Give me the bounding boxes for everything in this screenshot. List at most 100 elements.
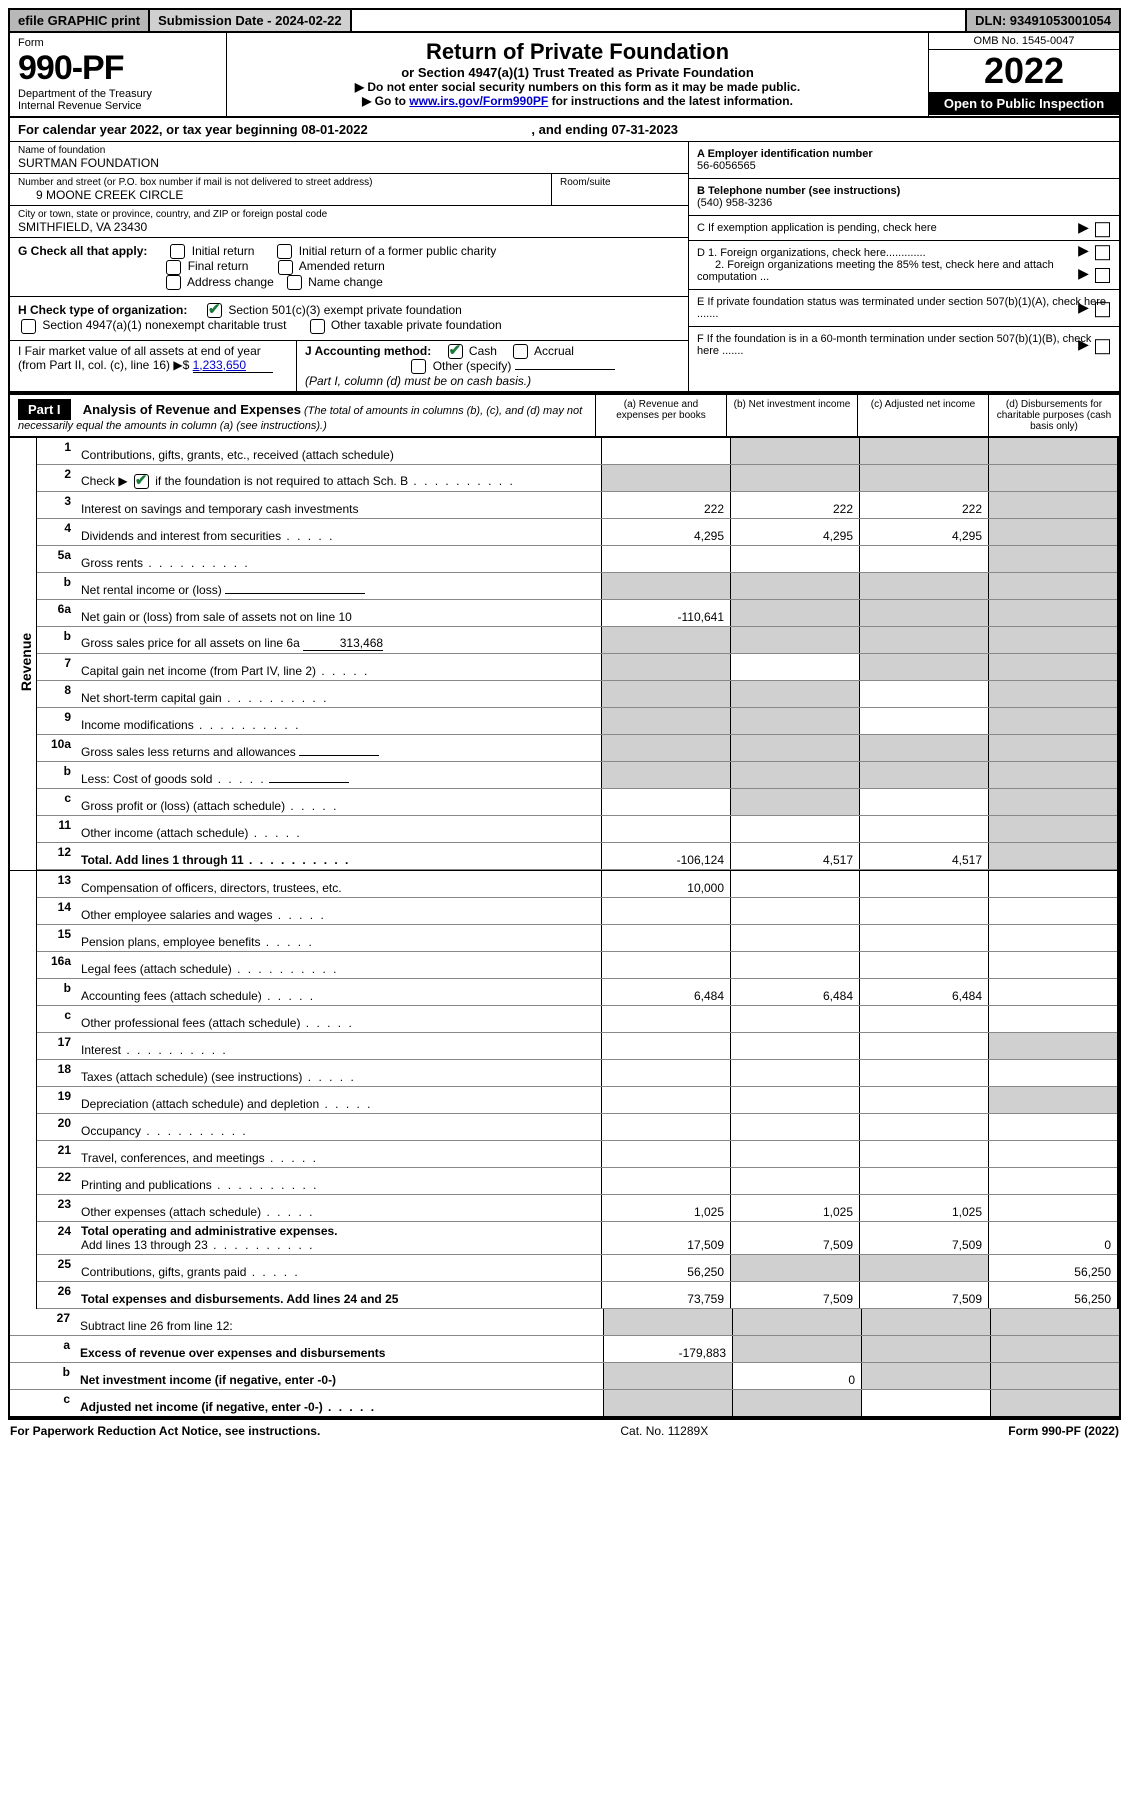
4947-checkbox[interactable] bbox=[21, 319, 36, 334]
initial-former-checkbox[interactable] bbox=[277, 244, 292, 259]
f-checkbox[interactable] bbox=[1095, 339, 1110, 354]
room-label: Room/suite bbox=[560, 177, 680, 188]
j-label: J Accounting method: bbox=[305, 344, 431, 358]
tax-year: 2022 bbox=[929, 50, 1119, 92]
header-right: OMB No. 1545-0047 2022 Open to Public In… bbox=[929, 33, 1119, 116]
g-final: Final return bbox=[188, 259, 249, 273]
revenue-vert-label: Revenue bbox=[18, 633, 34, 691]
table-row: 16aLegal fees (attach schedule) bbox=[37, 952, 1118, 979]
header-center: Return of Private Foundation or Section … bbox=[227, 33, 929, 116]
table-row: 25Contributions, gifts, grants paid56,25… bbox=[37, 1255, 1118, 1282]
table-row: cOther professional fees (attach schedul… bbox=[37, 1006, 1118, 1033]
accrual-checkbox[interactable] bbox=[513, 344, 528, 359]
addr-label: Number and street (or P.O. box number if… bbox=[18, 177, 543, 188]
arrow-icon: ▶ bbox=[1078, 299, 1089, 315]
j-other: Other (specify) bbox=[433, 359, 512, 373]
h-label: H Check type of organization: bbox=[18, 303, 187, 317]
r10b-desc: Less: Cost of goods sold bbox=[81, 772, 212, 786]
form-header: Form 990-PF Department of the Treasury I… bbox=[8, 33, 1121, 118]
initial-return-checkbox[interactable] bbox=[170, 244, 185, 259]
r5b-line bbox=[225, 593, 365, 594]
fmv-value[interactable]: 1,233,650 bbox=[193, 358, 273, 373]
amended-return-checkbox[interactable] bbox=[278, 260, 293, 275]
cash-checkbox[interactable] bbox=[448, 344, 463, 359]
final-return-checkbox[interactable] bbox=[166, 260, 181, 275]
e-checkbox[interactable] bbox=[1095, 302, 1110, 317]
r6b-desc: Gross sales price for all assets on line… bbox=[81, 636, 300, 650]
open-public-badge: Open to Public Inspection bbox=[929, 92, 1119, 115]
table-row: bLess: Cost of goods sold bbox=[37, 762, 1118, 789]
expenses-section: Operating and Administrative Expenses 13… bbox=[8, 870, 1121, 1309]
f-cell: F If the foundation is in a 60-month ter… bbox=[689, 327, 1119, 363]
table-row: 7Capital gain net income (from Part IV, … bbox=[37, 654, 1118, 681]
ein-cell: A Employer identification number 56-6056… bbox=[689, 142, 1119, 179]
other-taxable-checkbox[interactable] bbox=[310, 319, 325, 334]
dln-label: DLN: 93491053001054 bbox=[965, 10, 1119, 31]
table-row: 20Occupancy bbox=[37, 1114, 1118, 1141]
form-link[interactable]: www.irs.gov/Form990PF bbox=[409, 94, 548, 108]
phone-label: B Telephone number (see instructions) bbox=[697, 185, 900, 197]
phone-cell: B Telephone number (see instructions) (5… bbox=[689, 179, 1119, 216]
j-cell: J Accounting method: Cash Accrual Other … bbox=[297, 341, 688, 392]
r27b-desc: Net investment income (if negative, ente… bbox=[80, 1373, 336, 1387]
form-subtitle: or Section 4947(a)(1) Trust Treated as P… bbox=[233, 65, 922, 80]
arrow-icon: ▶ bbox=[1078, 242, 1089, 258]
name-change-checkbox[interactable] bbox=[287, 275, 302, 290]
table-row: 1Contributions, gifts, grants, etc., rec… bbox=[37, 438, 1118, 465]
spacer bbox=[352, 10, 966, 31]
d2-checkbox[interactable] bbox=[1095, 268, 1110, 283]
address-change-checkbox[interactable] bbox=[166, 275, 181, 290]
ein-label: A Employer identification number bbox=[697, 148, 873, 160]
dept-irs: Internal Revenue Service bbox=[18, 100, 218, 112]
r5a-desc: Gross rents bbox=[81, 556, 143, 570]
form-number: 990-PF bbox=[18, 49, 218, 88]
other-method-checkbox[interactable] bbox=[411, 359, 426, 374]
g-initial: Initial return bbox=[192, 244, 255, 258]
r4-desc: Dividends and interest from securities bbox=[81, 529, 281, 543]
entity-info: Name of foundation SURTMAN FOUNDATION Nu… bbox=[8, 142, 1121, 393]
entity-right: A Employer identification number 56-6056… bbox=[688, 142, 1119, 391]
501c3-checkbox[interactable] bbox=[207, 303, 222, 318]
r10c-desc: Gross profit or (loss) (attach schedule) bbox=[81, 799, 285, 813]
part1-badge: Part I bbox=[18, 399, 71, 420]
street-address: 9 MOONE CREEK CIRCLE bbox=[36, 188, 543, 202]
page-footer: For Paperwork Reduction Act Notice, see … bbox=[8, 1418, 1121, 1442]
d1-checkbox[interactable] bbox=[1095, 245, 1110, 260]
table-row: bAccounting fees (attach schedule)6,4846… bbox=[37, 979, 1118, 1006]
table-row: 24Total operating and administrative exp… bbox=[37, 1222, 1118, 1255]
arrow-icon: ▶ bbox=[1078, 336, 1089, 352]
table-row: bNet investment income (if negative, ent… bbox=[9, 1363, 1120, 1390]
instr-2-post: for instructions and the latest informat… bbox=[548, 94, 793, 108]
room-cell: Room/suite bbox=[551, 174, 688, 205]
table-row: bGross sales price for all assets on lin… bbox=[37, 627, 1118, 654]
ein-value: 56-6056565 bbox=[697, 160, 756, 172]
city-cell: City or town, state or province, country… bbox=[10, 206, 688, 238]
form-title: Return of Private Foundation bbox=[233, 39, 922, 65]
table-row: 13Compensation of officers, directors, t… bbox=[37, 871, 1118, 898]
d-cell: D 1. Foreign organizations, check here..… bbox=[689, 241, 1119, 290]
r17-desc: Interest bbox=[81, 1043, 121, 1057]
r6b-inline: 313,468 bbox=[303, 636, 383, 651]
table-row: cGross profit or (loss) (attach schedule… bbox=[37, 789, 1118, 816]
r7-desc: Capital gain net income (from Part IV, l… bbox=[81, 664, 316, 678]
table-row: 23Other expenses (attach schedule)1,0251… bbox=[37, 1195, 1118, 1222]
footer-right: Form 990-PF (2022) bbox=[1008, 1424, 1119, 1438]
r5b-desc: Net rental income or (loss) bbox=[81, 583, 222, 597]
d1-label: D 1. Foreign organizations, check here..… bbox=[697, 247, 926, 259]
g-label: G Check all that apply: bbox=[18, 244, 147, 258]
efile-label[interactable]: efile GRAPHIC print bbox=[10, 10, 150, 31]
g-initial-former: Initial return of a former public charit… bbox=[299, 244, 496, 258]
c-checkbox[interactable] bbox=[1095, 222, 1110, 237]
table-row: 11Other income (attach schedule) bbox=[37, 816, 1118, 843]
table-row: 5aGross rents bbox=[37, 546, 1118, 573]
instr-1: ▶ Do not enter social security numbers o… bbox=[233, 80, 922, 94]
omb-number: OMB No. 1545-0047 bbox=[929, 33, 1119, 50]
table-row: cAdjusted net income (if negative, enter… bbox=[9, 1390, 1120, 1418]
line27-table: 27Subtract line 26 from line 12: aExcess… bbox=[8, 1309, 1121, 1418]
table-row: 19Depreciation (attach schedule) and dep… bbox=[37, 1087, 1118, 1114]
e-label: E If private foundation status was termi… bbox=[697, 296, 1106, 320]
form-label: Form bbox=[18, 37, 218, 49]
schb-checkbox[interactable] bbox=[134, 474, 149, 489]
table-row: 18Taxes (attach schedule) (see instructi… bbox=[37, 1060, 1118, 1087]
r12-desc: Total. Add lines 1 through 11 bbox=[81, 853, 244, 867]
